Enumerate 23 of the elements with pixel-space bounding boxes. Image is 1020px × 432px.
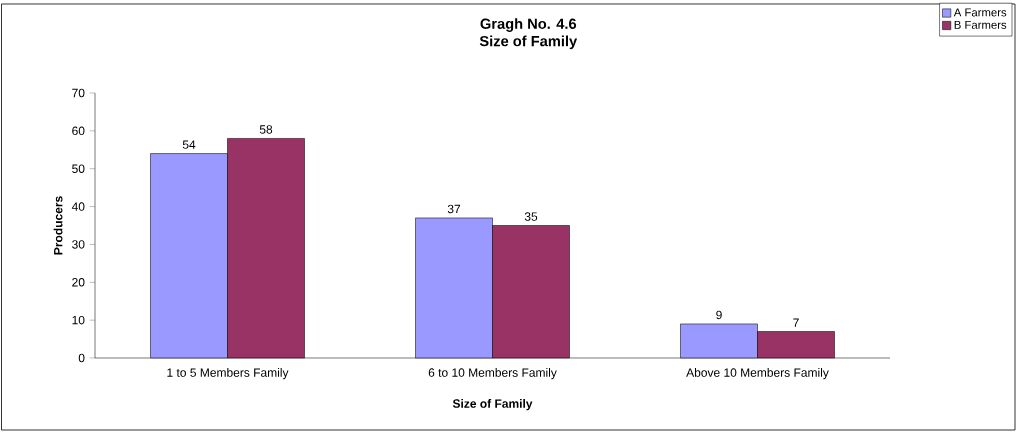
- chart-title: Gragh No. 4.6: [480, 18, 577, 32]
- data-label: 58: [259, 125, 273, 134]
- y-tick-label: 30: [72, 240, 85, 249]
- y-tick-label: 50: [72, 164, 85, 173]
- y-tick-label: 20: [72, 278, 85, 287]
- data-label: 54: [182, 140, 196, 149]
- x-tick-label: Above 10 Members Family: [686, 368, 829, 380]
- y-tick-label: 40: [71, 202, 85, 211]
- y-tick-label: 70: [72, 88, 85, 98]
- y-tick-label: 60: [72, 126, 85, 136]
- legend-label: B Farmers: [954, 20, 1007, 29]
- data-label: 37: [447, 204, 461, 214]
- x-tick-label: 6 to 10 Members Family: [428, 368, 557, 380]
- x-tick-label: 1 to 5 Members Family: [167, 368, 289, 380]
- y-axis-title: Producers: [53, 196, 63, 255]
- x-axis-title: Size of Family: [452, 399, 533, 411]
- data-label: 7: [793, 318, 799, 327]
- data-label: 35: [524, 212, 538, 221]
- y-tick-label: 10: [72, 315, 85, 325]
- y-tick-label: 0: [78, 353, 85, 363]
- legend-label: A Farmers: [953, 8, 1007, 17]
- data-label: 9: [716, 310, 722, 320]
- chart-subtitle: Size of Family: [479, 35, 578, 50]
